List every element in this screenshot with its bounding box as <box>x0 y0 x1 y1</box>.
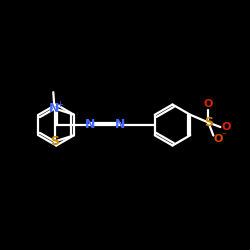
Text: S: S <box>204 116 213 129</box>
Text: S: S <box>50 135 59 148</box>
Text: N: N <box>114 118 125 132</box>
Text: N: N <box>49 102 60 115</box>
Text: ⁻: ⁻ <box>221 131 226 141</box>
Text: O: O <box>204 100 213 110</box>
Text: N: N <box>84 118 95 132</box>
Text: O: O <box>221 122 230 132</box>
Text: O: O <box>213 134 222 143</box>
Text: +: + <box>56 100 64 109</box>
